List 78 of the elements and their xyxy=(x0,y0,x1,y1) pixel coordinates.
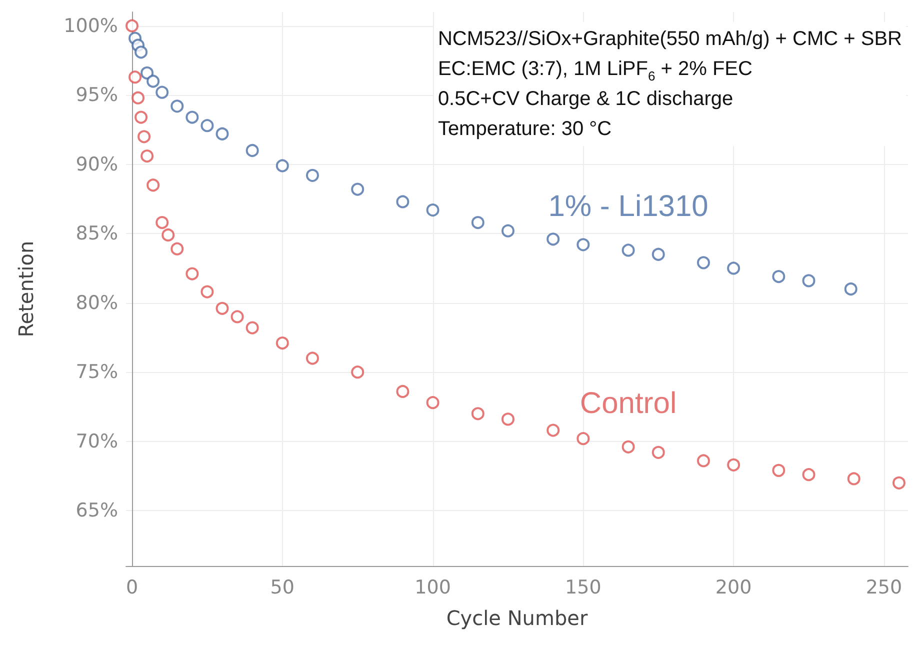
point xyxy=(156,86,169,99)
point xyxy=(576,238,590,252)
point xyxy=(426,204,440,217)
point xyxy=(186,267,199,280)
point xyxy=(128,70,142,84)
point xyxy=(727,458,740,472)
x-axis-title: Cycle Number xyxy=(446,606,588,630)
point xyxy=(772,270,786,284)
x-tick-label: 50 xyxy=(270,576,294,598)
point xyxy=(230,310,244,324)
point xyxy=(727,262,740,275)
point xyxy=(622,244,635,257)
x-tick-label: 150 xyxy=(565,576,602,598)
y-tick-label: 95% xyxy=(76,84,118,106)
annotation: NCM523//SiOx+Graphite(550 mAh/g) + CMC + SBR xyxy=(438,28,902,50)
x-tick-label: 200 xyxy=(715,576,752,598)
point xyxy=(246,321,259,334)
point xyxy=(132,91,145,104)
point xyxy=(546,232,560,246)
point xyxy=(162,228,175,242)
point xyxy=(276,336,289,350)
point xyxy=(576,432,590,446)
point xyxy=(546,424,560,437)
point xyxy=(306,352,319,365)
y-tick-label: 65% xyxy=(76,500,118,522)
point xyxy=(802,468,816,482)
point xyxy=(170,100,184,113)
y-axis-title: Retention xyxy=(14,240,38,338)
point xyxy=(892,476,906,490)
y-tick-label: 90% xyxy=(76,153,118,176)
point xyxy=(396,195,410,208)
point xyxy=(134,110,148,124)
y-tick-label: 80% xyxy=(76,292,118,314)
point xyxy=(471,407,484,420)
point xyxy=(186,110,199,124)
point xyxy=(652,446,665,459)
point xyxy=(351,366,364,379)
point xyxy=(351,182,364,196)
point xyxy=(306,168,319,182)
point xyxy=(396,384,410,398)
point xyxy=(200,119,214,132)
point xyxy=(847,472,860,486)
point xyxy=(216,127,229,140)
point xyxy=(126,19,139,32)
y-tick-label: 70% xyxy=(76,430,118,452)
point xyxy=(138,130,151,144)
point xyxy=(216,302,229,315)
point xyxy=(140,150,154,163)
point xyxy=(696,454,710,468)
point xyxy=(652,248,665,261)
point xyxy=(140,66,154,80)
point xyxy=(426,396,440,410)
point xyxy=(156,216,169,230)
point xyxy=(170,242,184,256)
x-tick-label: 250 xyxy=(866,576,902,598)
point xyxy=(246,144,259,157)
x-tick-label: 0 xyxy=(126,576,138,598)
point xyxy=(471,216,484,230)
point xyxy=(134,46,148,59)
series-label: 1% - Li1310 xyxy=(548,190,708,224)
point xyxy=(501,412,514,426)
point xyxy=(622,440,635,454)
point xyxy=(146,178,160,192)
y-tick-label: 100% xyxy=(64,14,118,37)
point xyxy=(501,224,514,238)
x-tick-label: 100 xyxy=(414,576,451,598)
point xyxy=(772,464,786,477)
y-tick-label: 75% xyxy=(76,361,118,384)
point xyxy=(276,159,289,172)
point xyxy=(146,74,160,88)
annotation: Temperature: 30 °C xyxy=(438,118,612,140)
point xyxy=(802,274,816,288)
series-label: Control xyxy=(580,386,677,420)
point xyxy=(696,256,710,270)
annotation: 0.5C+CV Charge & 1C discharge xyxy=(438,88,734,110)
point xyxy=(200,285,214,298)
point xyxy=(844,282,858,296)
y-tick-label: 85% xyxy=(76,222,118,245)
